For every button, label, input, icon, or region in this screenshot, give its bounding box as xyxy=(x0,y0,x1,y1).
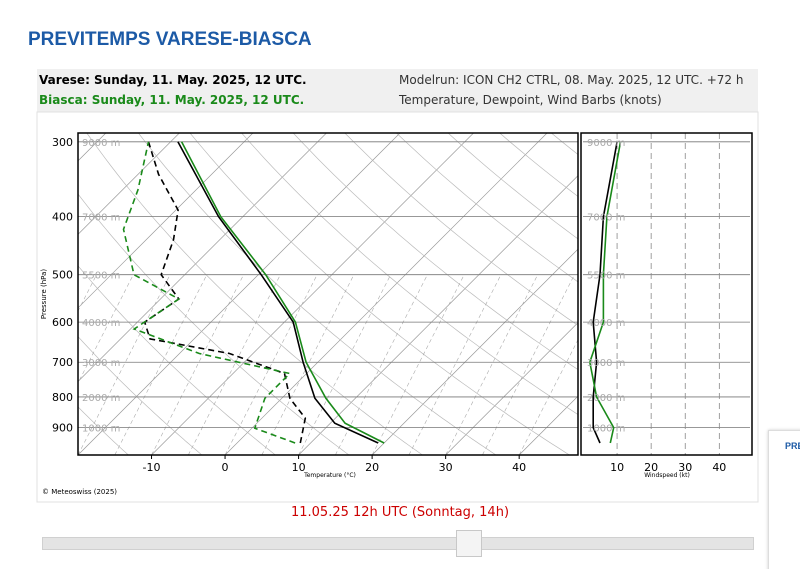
isotherm xyxy=(0,133,32,455)
x-tick-label: 40 xyxy=(512,461,526,474)
y-tick-label: 800 xyxy=(52,391,73,404)
temperature-line xyxy=(180,141,385,444)
chart-frame xyxy=(36,111,759,503)
height-label: 7000 m xyxy=(82,213,120,224)
dry-adiabat xyxy=(78,265,276,455)
windspeed-line xyxy=(592,141,618,444)
isotherm xyxy=(224,133,548,455)
station-varese: Varese: Sunday, 11. May. 2025, 12 UTC. xyxy=(39,73,307,87)
mixing-line xyxy=(408,274,502,455)
x-tick-label: 10 xyxy=(292,461,306,474)
temperature-line xyxy=(177,141,379,444)
mixing-line xyxy=(78,274,97,312)
mixing-line xyxy=(298,274,391,455)
wind-tick-label: 10 xyxy=(610,461,624,474)
modelrun: Modelrun: ICON CH2 CTRL, 08. May. 2025, … xyxy=(399,73,744,87)
height-label: 2000 m xyxy=(587,393,625,404)
mixing-line xyxy=(482,274,575,455)
height-label: 3000 m xyxy=(587,358,625,369)
height-label: 4000 m xyxy=(587,318,625,329)
x-tick-label: -10 xyxy=(143,461,161,474)
isotherm xyxy=(78,133,327,382)
skewt-plot xyxy=(0,133,800,455)
height-label: 5500 m xyxy=(587,271,625,282)
dry-adiabat xyxy=(292,133,578,370)
mixing-line xyxy=(445,274,538,455)
y-tick-label: 400 xyxy=(52,211,73,224)
y-tick-label: 900 xyxy=(52,422,73,435)
windspeed-line xyxy=(588,141,622,444)
height-label: 4000 m xyxy=(82,318,120,329)
mixing-line xyxy=(371,274,465,455)
x-axis-label: Temperature (°C) xyxy=(303,472,356,479)
dry-adiabat xyxy=(189,133,570,455)
height-label: 9000 m xyxy=(587,138,625,149)
dry-adiabat xyxy=(138,133,497,455)
wind-plot xyxy=(583,133,750,455)
isotherm xyxy=(78,133,180,235)
height-label: 2000 m xyxy=(82,393,120,404)
dry-adiabat xyxy=(447,133,578,240)
y-tick-label: 600 xyxy=(52,316,73,329)
dry-adiabat xyxy=(241,133,578,415)
dry-adiabat xyxy=(78,406,129,455)
mixing-line xyxy=(151,274,244,455)
mixing-line xyxy=(335,274,428,455)
page-title: PREVITEMPS VARESE-BIASCA xyxy=(28,29,312,50)
mixing-line xyxy=(224,274,318,455)
isotherm xyxy=(78,133,254,309)
height-label: 3000 m xyxy=(82,358,120,369)
time-caption: 11.05.25 12h UTC (Sonntag, 14h) xyxy=(290,505,510,520)
wind-tick-label: 20 xyxy=(644,461,658,474)
plot-border xyxy=(77,132,579,456)
x-tick-label: 30 xyxy=(439,461,453,474)
mixing-line xyxy=(78,274,134,384)
height-label: 9000 m xyxy=(82,138,120,149)
mixing-line xyxy=(78,274,171,455)
wind-border xyxy=(580,132,753,456)
dry-adiabat xyxy=(396,133,578,283)
height-label: 1000 m xyxy=(82,424,120,435)
info-box: Varese: Sunday, 11. May. 2025, 12 UTC. B… xyxy=(37,69,758,112)
thumbnail-title: PREV xyxy=(785,441,800,451)
legend-text: Temperature, Dewpoint, Wind Barbs (knots… xyxy=(399,93,662,107)
copyright: © Meteoswiss (2025) xyxy=(42,488,117,496)
dry-adiabat xyxy=(344,133,578,326)
wind-tick-label: 30 xyxy=(678,461,692,474)
isotherm xyxy=(445,322,578,455)
isotherm xyxy=(298,175,578,455)
mixing-line xyxy=(114,274,208,455)
height-label: 5500 m xyxy=(82,271,120,282)
dry-adiabat xyxy=(86,133,423,455)
dewpoint-line xyxy=(122,141,296,444)
dry-adiabat xyxy=(78,193,350,455)
wind-axis-label: Windspeed (kt) xyxy=(644,472,690,479)
thumbnail[interactable]: PREV xyxy=(768,430,800,569)
x-tick-label: 20 xyxy=(365,461,379,474)
x-tick-label: 0 xyxy=(222,461,229,474)
height-label: 7000 m xyxy=(587,213,625,224)
y-tick-label: 500 xyxy=(52,269,73,282)
mixing-line xyxy=(188,274,281,455)
y-axis-label: Pressure (hPa) xyxy=(40,269,48,319)
isotherm xyxy=(151,133,474,455)
height-label: 1000 m xyxy=(587,424,625,435)
station-biasca: Biasca: Sunday, 11. May. 2025, 12 UTC. xyxy=(39,93,305,107)
time-slider[interactable] xyxy=(42,537,754,550)
slider-thumb[interactable] xyxy=(456,530,482,557)
isotherm xyxy=(518,395,578,455)
dry-adiabat xyxy=(78,336,203,455)
y-tick-label: 300 xyxy=(52,136,73,149)
dry-adiabat xyxy=(758,133,800,455)
y-tick-label: 700 xyxy=(52,356,73,369)
wind-tick-label: 40 xyxy=(712,461,726,474)
mixing-line xyxy=(518,339,578,455)
